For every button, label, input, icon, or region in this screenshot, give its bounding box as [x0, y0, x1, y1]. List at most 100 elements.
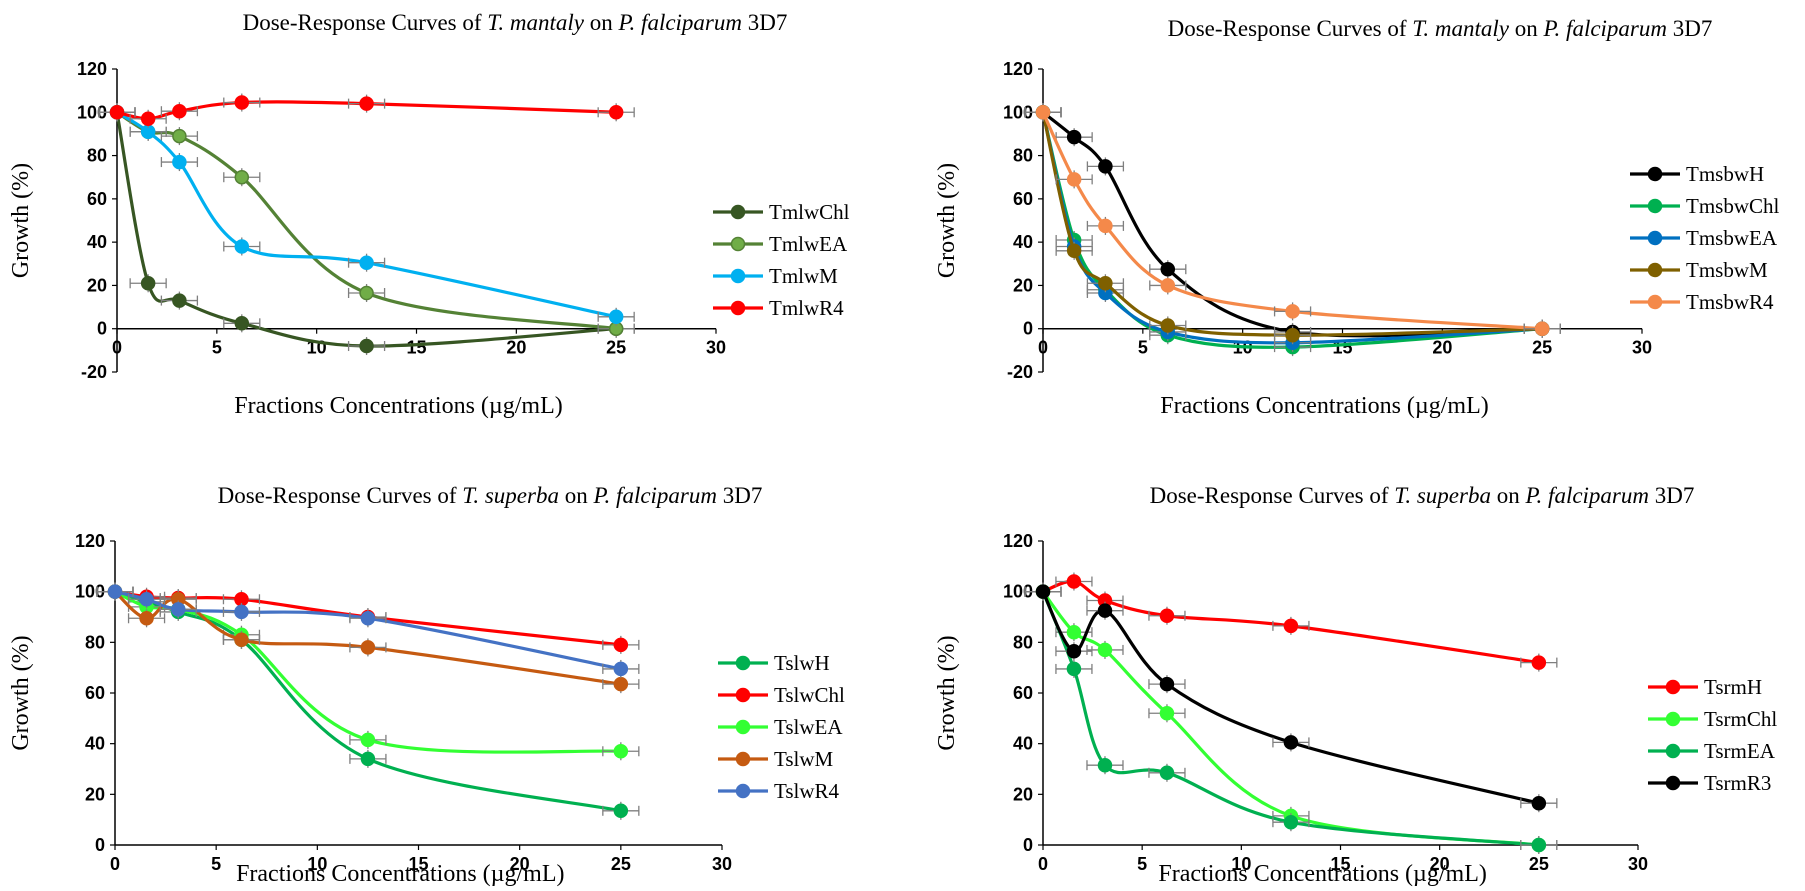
- legend-marker: [730, 268, 746, 284]
- x-axis-title: Fractions Concentrations (µg/mL): [1160, 393, 1488, 419]
- chart-title-part: T. superba: [462, 483, 559, 508]
- data-point: [234, 632, 249, 648]
- x-tick-label: 5: [212, 338, 222, 358]
- chart-title-part: on: [1491, 483, 1526, 508]
- y-tick-label: 40: [87, 232, 107, 252]
- y-tick-label: -20: [81, 362, 107, 382]
- series-TmsbwR4: [1024, 103, 1561, 338]
- x-tick-label: 0: [1038, 338, 1048, 358]
- legend-marker: [730, 236, 746, 252]
- x-tick-label: 0: [110, 854, 120, 874]
- x-tick-label: 30: [1628, 854, 1648, 874]
- chart-title: Dose-Response Curves of T. mantaly on P.…: [243, 10, 788, 35]
- legend-marker: [1665, 775, 1681, 791]
- data-point: [360, 751, 376, 767]
- x-tick-label: 30: [706, 338, 726, 358]
- chart-title: Dose-Response Curves of T. mantaly on P.…: [1168, 16, 1713, 41]
- y-tick-label: 80: [1013, 632, 1033, 652]
- y-axis-title: Growth (%): [934, 163, 960, 278]
- y-tick-label: 120: [1003, 59, 1033, 79]
- chart-title-part: 3D7: [1667, 16, 1712, 41]
- chart-panel-3: Dose-Response Curves of T. superba on P.…: [8, 483, 845, 887]
- y-tick-label: 120: [1003, 531, 1033, 551]
- chart-title-part: Dose-Response Curves of: [243, 10, 488, 35]
- chart-title-part: 3D7: [1649, 483, 1694, 508]
- series-TslwR4: [96, 582, 640, 678]
- y-tick-label: 40: [1013, 232, 1033, 252]
- data-point: [140, 111, 156, 127]
- x-tick-label: 25: [1529, 854, 1549, 874]
- legend-item: TmsbwR4: [1630, 290, 1774, 314]
- y-tick-label: 20: [1013, 784, 1033, 804]
- x-tick-label: 25: [611, 854, 631, 874]
- data-point: [1531, 795, 1547, 811]
- legend-item: TmlwM: [713, 264, 838, 288]
- data-point: [1066, 243, 1082, 259]
- data-point: [1035, 105, 1051, 120]
- chart-title-part: 3D7: [717, 483, 762, 508]
- data-point: [1098, 159, 1113, 174]
- legend-item: TmlwChl: [713, 200, 850, 224]
- x-tick-label: 0: [112, 338, 122, 358]
- data-point: [360, 640, 376, 655]
- y-tick-label: 40: [85, 734, 105, 754]
- legend-item: TslwH: [718, 651, 830, 675]
- legend-item: TsrmH: [1648, 675, 1762, 699]
- data-point: [1283, 618, 1299, 634]
- chart-panel-4: Dose-Response Curves of T. superba on P.…: [934, 483, 1777, 887]
- y-axis-title: Growth (%): [934, 635, 960, 750]
- legend-item: TslwChl: [718, 683, 845, 707]
- legend-label: TmlwChl: [769, 200, 850, 224]
- legend-marker: [1647, 230, 1663, 246]
- data-point: [1159, 676, 1175, 692]
- data-point: [234, 169, 250, 185]
- legend-marker: [735, 751, 751, 767]
- chart-title: Dose-Response Curves of T. superba on P.…: [218, 483, 763, 508]
- chart-title-part: P. falciparum: [1542, 16, 1667, 41]
- x-tick-label: 20: [1430, 854, 1450, 874]
- y-tick-label: 80: [87, 146, 107, 166]
- data-point: [234, 604, 249, 620]
- chart-title-part: on: [559, 483, 594, 508]
- x-tick-label: 25: [1532, 338, 1552, 358]
- series-TsrmH: [1024, 572, 1558, 672]
- legend-label: TmsbwChl: [1686, 194, 1780, 218]
- y-tick-label: 80: [1013, 146, 1033, 166]
- data-point: [1160, 278, 1176, 293]
- legend-label: TslwEA: [774, 715, 843, 739]
- x-tick-label: 20: [506, 338, 526, 358]
- data-point: [1098, 218, 1113, 234]
- data-point: [109, 105, 125, 120]
- data-point: [140, 276, 156, 291]
- series-line: [115, 111, 617, 348]
- legend-item: TmlwR4: [713, 296, 844, 320]
- data-point: [360, 732, 376, 748]
- data-point: [1066, 643, 1082, 659]
- legend-label: TslwChl: [774, 683, 845, 707]
- series-line: [114, 590, 622, 671]
- chart-title-part: on: [1509, 16, 1544, 41]
- data-point: [1066, 624, 1082, 640]
- y-tick-label: 20: [87, 275, 107, 295]
- legend-item: TslwR4: [718, 779, 840, 803]
- data-point: [1531, 655, 1547, 670]
- x-tick-label: 5: [211, 854, 221, 874]
- data-point: [613, 637, 629, 653]
- data-point: [359, 255, 374, 270]
- data-point: [1159, 765, 1175, 781]
- data-point: [1283, 814, 1299, 830]
- chart-title-part: P. falciparum: [617, 10, 742, 35]
- chart-title-part: T. superba: [1394, 483, 1491, 508]
- x-tick-label: 5: [1137, 854, 1147, 874]
- legend-item: TsrmEA: [1648, 739, 1776, 763]
- data-point: [1066, 574, 1082, 589]
- x-tick-label: 30: [1632, 338, 1652, 358]
- data-point: [1159, 706, 1175, 721]
- x-axis-title: Fractions Concentrations (µg/mL): [1158, 861, 1486, 887]
- chart-title-part: T. mantaly: [487, 10, 584, 35]
- data-point: [1097, 757, 1113, 773]
- legend-marker: [1665, 679, 1681, 695]
- legend-item: TmsbwH: [1630, 162, 1764, 186]
- x-tick-label: 15: [406, 338, 426, 358]
